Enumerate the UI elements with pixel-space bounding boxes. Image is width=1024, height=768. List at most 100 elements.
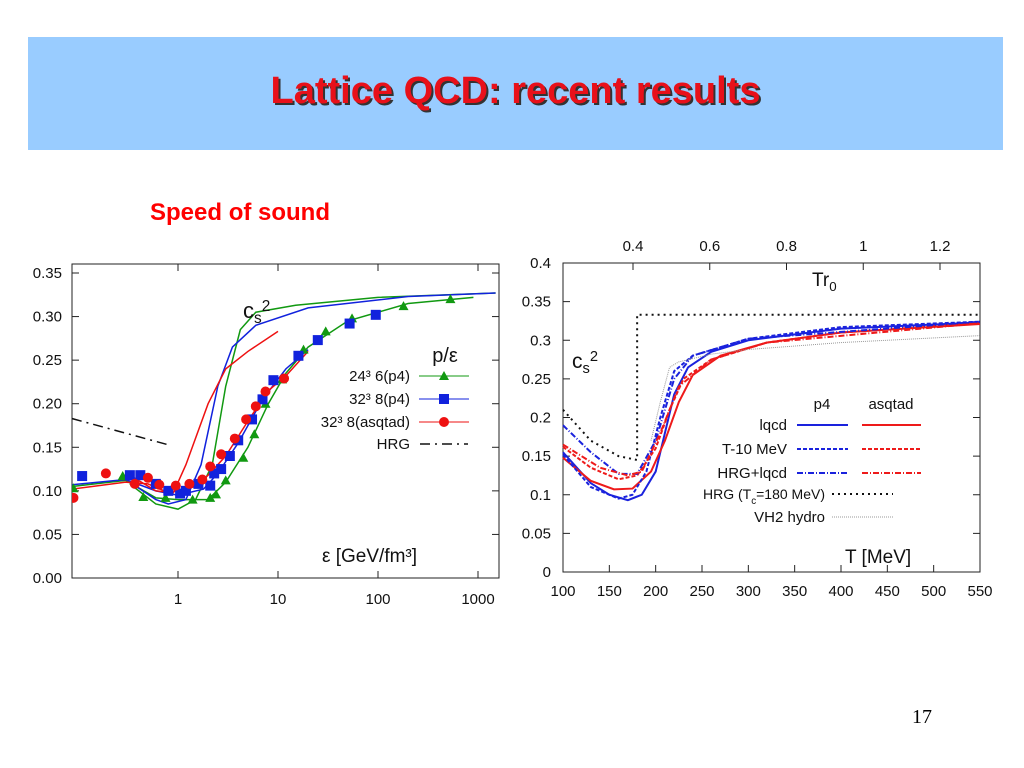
cs2-label-sup: 2 [262,298,271,315]
y-tick-label: 0.30 [33,309,62,326]
legend-label: lqcd [759,417,787,434]
circle-marker [279,373,290,384]
top-x-tick-label: 1 [859,238,867,255]
y-tick-label: 0.25 [33,352,62,369]
circle-marker [250,401,261,412]
circle-marker [229,433,240,444]
x-tick-label: 150 [597,583,622,600]
triangle-marker [211,489,222,499]
x-tick-label: 550 [967,583,992,600]
y-tick-label: 0.20 [33,396,62,413]
x-tick-label: 450 [875,583,900,600]
square-marker [344,318,355,329]
cs2-label: cs2 [243,298,270,327]
square-marker [224,451,235,461]
y-tick-label: 0.25 [522,371,551,388]
legend-label-vh2: VH2 hydro [754,509,825,526]
x-tick-label: 500 [921,583,946,600]
x-tick-label: 10 [270,591,287,608]
page-number: 17 [912,706,932,728]
series-line [562,322,981,477]
y-tick-label: 0.00 [33,570,62,587]
y-tick-label: 0.4 [530,255,551,272]
y-tick-label: 0.05 [33,526,62,543]
x-tick-label: 1 [174,591,182,608]
legend-label: HRG [377,436,410,453]
square-marker [257,394,268,405]
y-tick-label: 0.1 [530,487,551,504]
legend-column-header: p4 [814,396,831,413]
series-line [562,313,980,462]
x-tick-label: 100 [550,583,575,600]
circle-marker [216,449,227,460]
triangle-marker [138,491,149,501]
x-axis-label: ε [GeV/fm³] [322,546,417,567]
legend-column-header: asqtad [868,396,913,413]
triangle-marker [445,294,456,304]
y-tick-label: 0.15 [522,448,551,465]
square-marker [439,394,449,404]
square-marker [268,375,279,386]
circle-marker [197,474,208,485]
square-marker [312,335,323,346]
y-tick-label: 0.3 [530,332,551,349]
square-marker [135,470,146,481]
circle-marker [170,480,181,491]
legend-label: HRG+lqcd [717,465,787,482]
circle-marker [241,414,252,425]
slide-title: Lattice QCD: recent results [270,70,761,112]
cs2-label-sub: s [254,310,262,327]
legend-label-hrg-sub: c [751,496,756,507]
circle-marker [142,472,153,483]
legend-label: 32³ 8(p4) [349,391,410,408]
y-tick-label: 0.2 [530,410,551,427]
triangle-marker [249,429,260,439]
triangle-marker [187,494,198,504]
y-tick-label: 0.35 [33,265,62,282]
cs2-label-sup: 2 [590,349,598,365]
square-marker [216,464,227,475]
legend-title: p/ε [432,345,458,367]
x-tick-label: 400 [828,583,853,600]
square-marker [124,470,135,481]
square-marker [293,350,304,361]
square-marker [205,480,216,491]
x-tick-label: 250 [689,583,714,600]
series-line [650,335,981,441]
legend-label-hrg-base: HRG (T [703,486,752,502]
plot-lines [72,292,496,510]
x-tick-label: 1000 [461,591,494,608]
triangle-marker [320,326,331,336]
triangle-marker [220,475,231,485]
top-x-axis-label-sub: 0 [829,279,836,294]
legend-label: T-10 MeV [722,441,787,458]
y-tick-label: 0.15 [33,439,62,456]
x-axis-label: T [MeV] [845,547,911,568]
curve-cs2 [129,330,279,494]
top-x-tick-label: 0.6 [699,238,720,255]
x-tick-label: 200 [643,583,668,600]
square-marker [175,488,186,499]
x-tick-label: 350 [782,583,807,600]
circle-marker [205,461,216,472]
square-marker [193,478,204,489]
y-tick-label: 0.10 [33,483,62,500]
y-tick-label: 0 [543,564,551,581]
top-x-tick-label: 0.8 [776,238,797,255]
cs2-label-base: c [572,350,583,373]
square-marker [77,471,88,482]
top-x-axis-label-base: Tr [812,270,830,291]
legend-label-hrg-base2: =180 MeV) [756,486,825,502]
plot-frame [71,263,500,579]
square-marker [180,485,191,496]
top-x-tick-label: 1.2 [930,238,951,255]
x-tick-label: 300 [736,583,761,600]
circle-marker [260,386,271,397]
triangle-marker [238,452,249,462]
circle-marker [154,479,165,490]
curve-cs2 [129,292,496,510]
y-tick-label: 0.35 [522,294,551,311]
square-marker [247,414,258,425]
